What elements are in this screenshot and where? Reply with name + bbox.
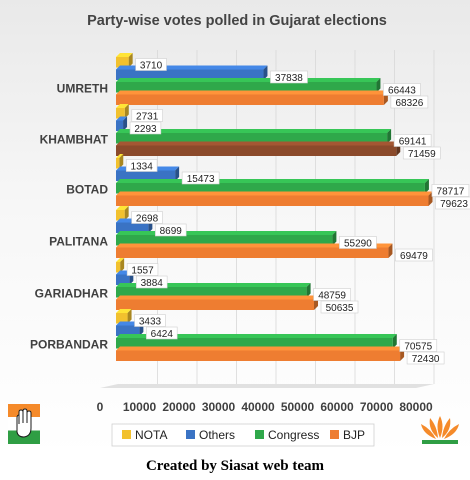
- x-tick-labels: 0 10000 20000 30000 40000 50000 60000 70000 8000…: [97, 400, 433, 414]
- data-value: 1334: [131, 162, 154, 173]
- legend: NOTA Others Congress BJP: [111, 423, 375, 447]
- x-tick-label: 80000: [399, 400, 433, 414]
- data-label-bjp-khambhat: 71459: [402, 146, 441, 160]
- data-label-nota-porbandar: 3433: [134, 314, 166, 328]
- data-value: 2698: [136, 214, 159, 225]
- legend-item-nota: NOTA: [122, 428, 167, 442]
- data-value: 69141: [399, 137, 427, 148]
- category-label: GARIADHAR: [35, 286, 109, 300]
- data-label-bjp-gariadhar: 50635: [320, 300, 359, 314]
- data-label-nota-umreth: 3710: [135, 58, 167, 72]
- data-value: 6424: [151, 329, 174, 340]
- data-value: 3884: [141, 278, 164, 289]
- x-tick-label: 60000: [320, 400, 354, 414]
- data-label-congress-umreth: 66443: [383, 83, 421, 97]
- data-label-bjp-porbandar: 72430: [406, 351, 445, 365]
- data-label-others-gariadhar: 3884: [136, 275, 168, 289]
- legend-label: NOTA: [135, 428, 167, 442]
- data-label-bjp-palitana: 69479: [395, 248, 433, 262]
- data-value: 3433: [139, 317, 162, 328]
- bar-others-khambhat: [116, 116, 128, 131]
- data-value: 8699: [160, 226, 183, 237]
- bar-congress-botad: [116, 179, 429, 194]
- x-tick-label: 0: [97, 400, 104, 414]
- category-label: UMRETH: [57, 81, 108, 95]
- data-value: 50635: [326, 303, 354, 314]
- x-tick-label: 70000: [360, 400, 394, 414]
- x-tick-label: 10000: [123, 400, 157, 414]
- x-tick-label: 40000: [241, 400, 275, 414]
- bar-nota-umreth: [116, 53, 133, 68]
- bars: [116, 53, 433, 361]
- data-value: 69479: [400, 251, 428, 262]
- legend-item-bjp: BJP: [330, 428, 365, 442]
- data-value: 2293: [134, 124, 157, 135]
- data-label-bjp-umreth: 68326: [390, 95, 429, 109]
- x-tick-label: 20000: [162, 400, 196, 414]
- data-label-nota-palitana: 2698: [131, 211, 163, 225]
- bjp-lotus-logo: [421, 416, 459, 444]
- bar-bjp-umreth: [116, 90, 388, 105]
- data-label-nota-botad: 1334: [125, 159, 158, 173]
- chart-title: Party-wise votes polled in Gujarat elect…: [87, 13, 387, 29]
- x-tick-label: 50000: [281, 400, 315, 414]
- data-label-congress-khambhat: 69141: [393, 134, 432, 148]
- data-value: 1557: [131, 266, 154, 277]
- legend-item-others: Others: [186, 428, 235, 442]
- data-label-congress-gariadhar: 48759: [313, 288, 351, 302]
- data-label-others-palitana: 8699: [155, 223, 187, 237]
- bar-congress-porbandar: [116, 334, 397, 349]
- bar-bjp-palitana: [116, 243, 393, 258]
- category-label: BOTAD: [66, 182, 108, 196]
- data-label-nota-gariadhar: 1557: [126, 263, 159, 277]
- legend-item-congress: Congress: [255, 428, 319, 442]
- data-label-others-botad: 15473: [181, 171, 220, 185]
- data-value: 79623: [440, 199, 468, 210]
- data-value: 72430: [412, 354, 440, 365]
- data-value: 55290: [344, 239, 372, 250]
- bar-congress-palitana: [116, 231, 337, 246]
- legend-label: BJP: [343, 428, 365, 442]
- credit-caption: Created by Siasat web team: [145, 458, 325, 474]
- data-value: 2731: [136, 112, 159, 123]
- legend-label: Others: [199, 428, 235, 442]
- data-value: 3710: [140, 61, 163, 72]
- data-label-others-khambhat: 2293: [129, 121, 162, 135]
- data-value: 48759: [318, 291, 346, 302]
- data-value: 37838: [275, 73, 303, 84]
- bar-nota-porbandar: [116, 309, 132, 324]
- category-labels: UMRETH KHAMBHAT BOTAD PALITANA GARIADHAR PORB…: [30, 81, 109, 351]
- bar-bjp-porbandar: [116, 346, 405, 361]
- data-label-bjp-botad: 79623: [435, 196, 470, 210]
- bar-nota-botad: [116, 154, 124, 169]
- bar-chart: Party-wise votes polled in Gujarat elect…: [8, 13, 470, 447]
- bar-bjp-khambhat: [116, 141, 401, 156]
- legend-label: Congress: [268, 428, 319, 442]
- bar-nota-palitana: [116, 206, 129, 221]
- bar-nota-khambhat: [116, 104, 129, 119]
- bar-bjp-botad: [116, 191, 433, 206]
- bar-congress-umreth: [116, 78, 381, 93]
- congress-hand-logo: [8, 404, 40, 444]
- data-label-congress-botad: 78717: [431, 184, 470, 198]
- data-label-congress-palitana: 55290: [339, 236, 377, 250]
- data-label-others-umreth: 37838: [270, 70, 308, 84]
- data-value: 66443: [388, 86, 416, 97]
- x-tick-label: 30000: [202, 400, 236, 414]
- bar-nota-gariadhar: [116, 258, 125, 273]
- bar-congress-khambhat: [116, 129, 392, 144]
- bar-bjp-gariadhar: [116, 295, 319, 310]
- data-value: 78717: [437, 187, 465, 198]
- data-value: 70575: [404, 342, 432, 353]
- category-label: PALITANA: [49, 234, 108, 248]
- data-label-nota-khambhat: 2731: [131, 109, 163, 123]
- data-value: 15473: [187, 174, 215, 185]
- data-value: 68326: [395, 98, 423, 109]
- data-label-others-porbandar: 6424: [146, 326, 178, 340]
- data-label-congress-porbandar: 70575: [399, 339, 438, 353]
- category-label: KHAMBHAT: [40, 132, 109, 146]
- category-label: PORBANDAR: [30, 337, 108, 351]
- data-value: 71459: [408, 149, 436, 160]
